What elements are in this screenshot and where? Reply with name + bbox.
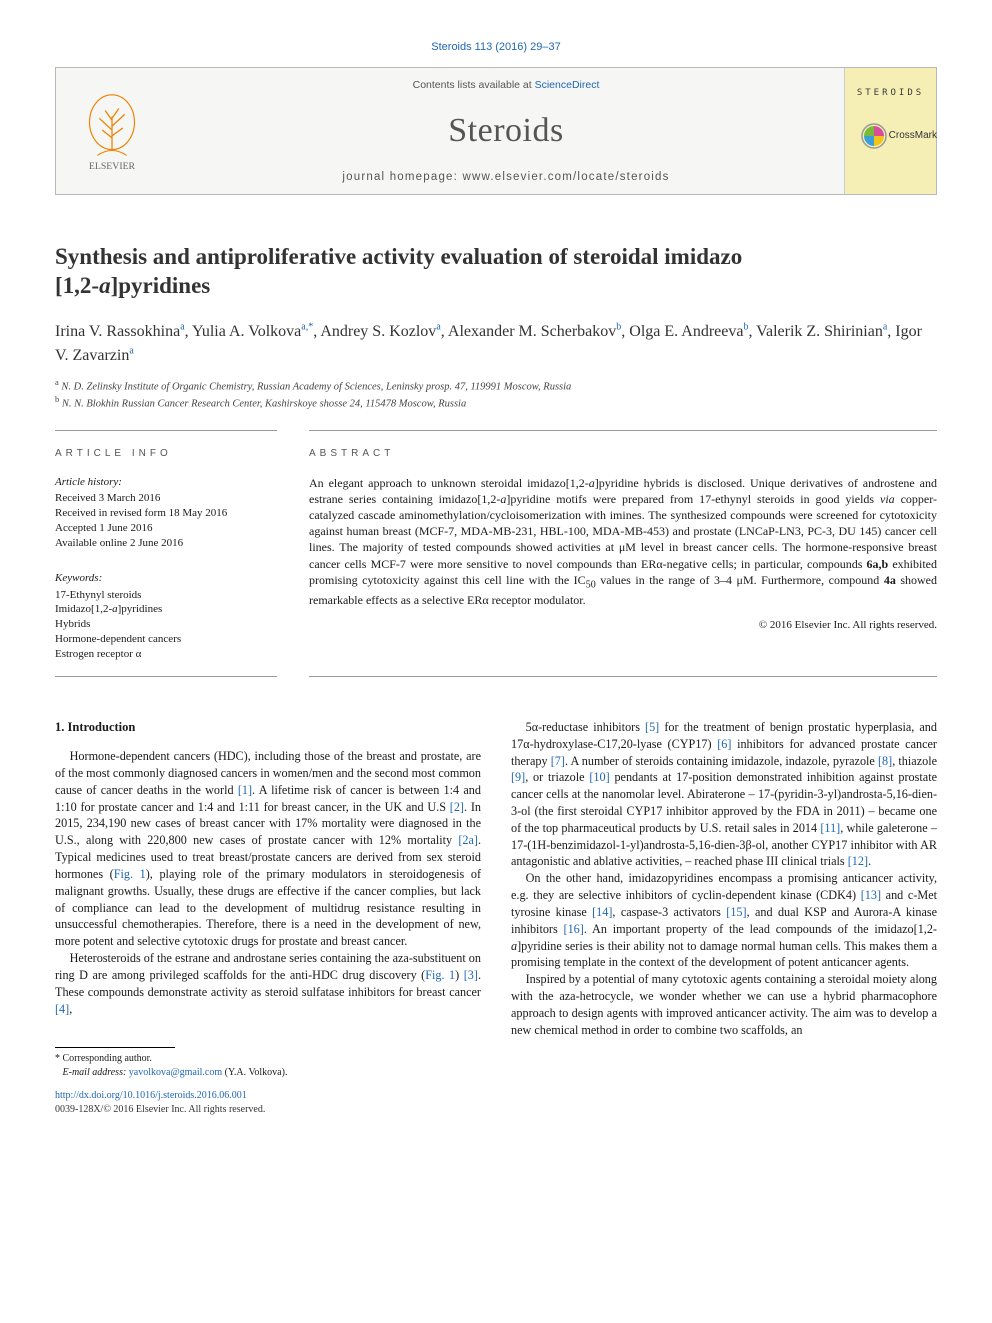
abstract-text: An elegant approach to unknown steroidal… <box>309 475 937 608</box>
author-list: Irina V. Rassokhinaa, Yulia A. Volkovaa,… <box>55 320 937 366</box>
history-heading: Article history: <box>55 475 277 490</box>
homepage-label: journal homepage: <box>342 171 462 183</box>
crossmark-badge[interactable]: CrossMark <box>861 123 937 149</box>
corresponding-author-note: * Corresponding author. E-mail address: … <box>55 1052 481 1079</box>
intro-p1: Hormone-dependent cancers (HDC), includi… <box>55 748 481 950</box>
intro-p5: Inspired by a potential of many cytotoxi… <box>511 971 937 1038</box>
publisher-logo-cell: ELSEVIER <box>56 68 168 194</box>
title-line-1: Synthesis and antiproliferative activity… <box>55 244 742 269</box>
elsevier-logo-icon: ELSEVIER <box>77 87 147 175</box>
doi-link[interactable]: http://dx.doi.org/10.1016/j.steroids.201… <box>55 1089 481 1103</box>
corr-email-name: (Y.A. Volkova). <box>222 1067 287 1078</box>
abstract-copyright: © 2016 Elsevier Inc. All rights reserved… <box>309 618 937 633</box>
homepage-url[interactable]: www.elsevier.com/locate/steroids <box>462 171 669 183</box>
title-line-2: [1,2-a]pyridines <box>55 273 210 298</box>
svg-text:ELSEVIER: ELSEVIER <box>89 161 136 172</box>
journal-name: Steroids <box>448 108 563 154</box>
article-title: Synthesis and antiproliferative activity… <box>55 243 937 301</box>
intro-p3: 5α-reductase inhibitors [5] for the trea… <box>511 719 937 870</box>
journal-banner: ELSEVIER Contents lists available at Sci… <box>55 67 937 195</box>
section-1-heading: 1. Introduction <box>55 719 481 736</box>
intro-p4: On the other hand, imidazopyridines enco… <box>511 870 937 971</box>
affiliation-b: b N. N. Blokhin Russian Cancer Research … <box>55 394 937 412</box>
article-info-heading: ARTICLE INFO <box>55 447 277 461</box>
corr-email-line: E-mail address: yavolkova@gmail.com (Y.A… <box>55 1066 481 1080</box>
intro-p2: Heterosteroids of the estrane and andros… <box>55 950 481 1017</box>
body-two-column: 1. Introduction Hormone-dependent cancer… <box>55 719 937 1117</box>
issn-copyright-line: 0039-128X/© 2016 Elsevier Inc. All right… <box>55 1103 481 1117</box>
affiliations: a N. D. Zelinsky Institute of Organic Ch… <box>55 377 937 412</box>
keywords-heading: Keywords: <box>55 571 277 586</box>
contents-available-line: Contents lists available at ScienceDirec… <box>413 78 600 92</box>
keywords-list: 17-Ethynyl steroidsImidazo[1,2-a]pyridin… <box>55 588 277 662</box>
corr-star-line: * Corresponding author. <box>55 1052 481 1066</box>
email-label: E-mail address: <box>63 1067 129 1078</box>
citation-header: Steroids 113 (2016) 29–37 <box>55 40 937 55</box>
journal-homepage-line: journal homepage: www.elsevier.com/locat… <box>342 170 669 186</box>
body-column-right: 5α-reductase inhibitors [5] for the trea… <box>511 719 937 1117</box>
abstract-column: ABSTRACT An elegant approach to unknown … <box>309 430 937 677</box>
cover-label: STEROIDS <box>857 87 924 99</box>
contents-prefix: Contents lists available at <box>413 79 535 91</box>
crossmark-label: CrossMark <box>889 129 937 143</box>
history-list: Received 3 March 2016Received in revised… <box>55 491 277 550</box>
corr-email-link[interactable]: yavolkova@gmail.com <box>129 1067 222 1078</box>
footnote-separator <box>55 1047 175 1048</box>
affiliation-a: a N. D. Zelinsky Institute of Organic Ch… <box>55 377 937 395</box>
article-info-column: ARTICLE INFO Article history: Received 3… <box>55 430 277 677</box>
body-column-left: 1. Introduction Hormone-dependent cancer… <box>55 719 481 1117</box>
sciencedirect-link[interactable]: ScienceDirect <box>535 79 600 91</box>
banner-center: Contents lists available at ScienceDirec… <box>168 68 844 194</box>
abstract-heading: ABSTRACT <box>309 447 937 461</box>
crossmark-icon <box>861 123 887 149</box>
